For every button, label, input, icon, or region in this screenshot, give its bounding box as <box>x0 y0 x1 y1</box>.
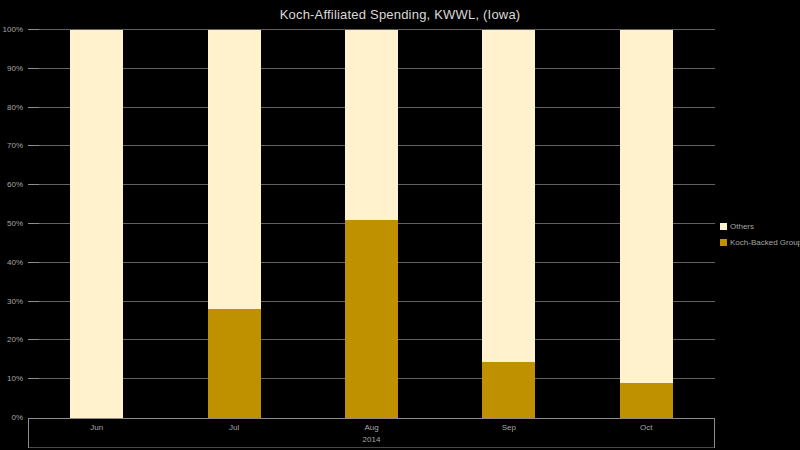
y-tick-100% <box>28 29 39 30</box>
y-axis-label-90%: 90% <box>0 65 23 73</box>
y-tick-10% <box>28 378 39 379</box>
y-axis-label-10%: 10% <box>0 375 23 383</box>
chart-title: Koch-Affiliated Spending, KWWL, (Iowa) <box>0 7 800 22</box>
bar-segment-oct-koch-backed-groups <box>620 383 673 418</box>
x-axis-line <box>28 418 715 419</box>
axis-band-left-separator <box>28 418 29 448</box>
x-axis-label-aug: Aug <box>322 423 422 432</box>
y-axis-label-70%: 70% <box>0 142 23 150</box>
x-axis-band: 2014 Jun Jul Aug Sep Oct <box>28 418 715 448</box>
y-tick-30% <box>28 301 39 302</box>
bar-segment-jul-koch-backed-groups <box>208 309 261 418</box>
legend-item-others: Others <box>720 218 800 234</box>
y-tick-60% <box>28 184 39 185</box>
y-axis-label-60%: 60% <box>0 181 23 189</box>
axis-band-right-separator <box>714 418 715 448</box>
x-axis-label-jul: Jul <box>184 423 284 432</box>
x-axis-label-sep: Sep <box>459 423 559 432</box>
y-axis-label-40%: 40% <box>0 259 23 267</box>
legend-label: Others <box>730 222 754 231</box>
legend: Others Koch-Backed Groups <box>720 218 800 250</box>
legend-label: Koch-Backed Groups <box>730 238 800 247</box>
y-tick-20% <box>28 339 39 340</box>
legend-swatch-icon <box>720 223 727 230</box>
bar-segment-sep-koch-backed-groups <box>482 362 535 418</box>
x-axis-label-oct: Oct <box>596 423 696 432</box>
y-axis-label-100%: 100% <box>0 26 23 34</box>
chart-window: Koch-Affiliated Spending, KWWL, (Iowa) 0… <box>0 0 800 450</box>
legend-swatch-icon <box>720 239 727 246</box>
plot-area <box>28 30 715 418</box>
y-axis-label-50%: 50% <box>0 220 23 228</box>
y-axis-label-20%: 20% <box>0 336 23 344</box>
y-tick-40% <box>28 262 39 263</box>
bar-segment-sep-others <box>482 30 535 362</box>
y-axis-label-30%: 30% <box>0 298 23 306</box>
bar-segment-jun-others <box>70 30 123 418</box>
legend-item-koch-backed-groups: Koch-Backed Groups <box>720 234 800 250</box>
bar-segment-aug-others <box>345 30 398 220</box>
bar-segment-oct-others <box>620 30 673 383</box>
bar-segment-jul-others <box>208 30 261 309</box>
y-axis-label-0%: 0% <box>0 414 23 422</box>
x-axis-label-jun: Jun <box>47 423 147 432</box>
y-tick-80% <box>28 107 39 108</box>
axis-band-bottom-line <box>28 447 715 448</box>
y-tick-90% <box>28 68 39 69</box>
y-tick-70% <box>28 145 39 146</box>
y-axis-label-80%: 80% <box>0 104 23 112</box>
year-label: 2014 <box>322 435 422 444</box>
bar-segment-aug-koch-backed-groups <box>345 220 398 418</box>
y-tick-50% <box>28 223 39 224</box>
y-axis-labels: 0% 10% 20% 30% 40% 50% 60% 70% 80% 90% 100% <box>0 0 25 450</box>
